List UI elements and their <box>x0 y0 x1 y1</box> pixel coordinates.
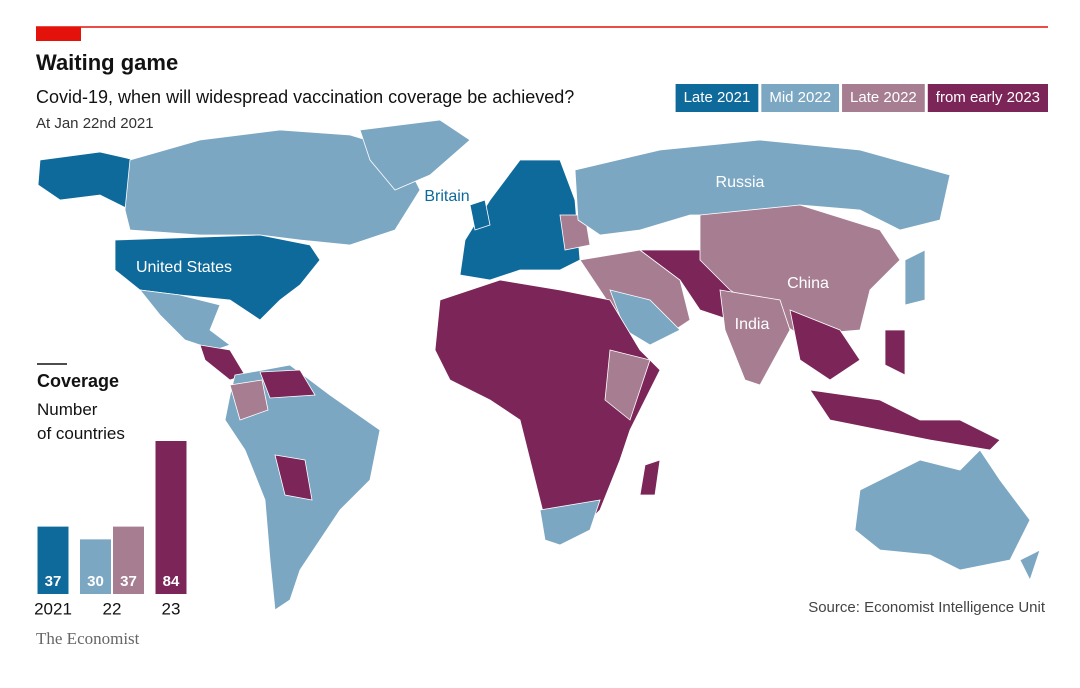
region <box>1019 549 1041 582</box>
region <box>604 349 651 421</box>
legend: from early 2023 Late 2022 Mid 2022 Late 202… <box>675 84 1048 112</box>
subtitle: Covid-19, when will widespread vaccinati… <box>36 87 574 107</box>
title: Waiting game <box>36 50 178 75</box>
legend-swatch <box>927 84 1048 112</box>
value-label: 37 <box>120 573 137 590</box>
inset-subtitle-line: of countries <box>37 424 125 443</box>
legend-swatch <box>842 84 925 112</box>
region <box>559 214 591 251</box>
region <box>139 289 231 351</box>
legend-swatch <box>675 84 759 112</box>
region <box>574 139 951 236</box>
world-map: Britain Russia United States China India <box>37 119 1041 611</box>
inset-chart: 37 2021 30 37 22 84 23 <box>34 441 187 618</box>
region <box>114 234 321 321</box>
header-flag <box>36 27 81 41</box>
region <box>809 389 1001 451</box>
value-label: 30 <box>87 573 104 590</box>
bar <box>113 526 144 594</box>
source: Source: Economist Intelligence Unit <box>808 599 1046 616</box>
region <box>719 289 791 386</box>
date: At Jan 22nd 2021 <box>36 115 154 132</box>
region <box>37 151 136 211</box>
region <box>854 449 1031 571</box>
legend-label: Late 2021 <box>684 89 751 106</box>
region <box>434 279 661 541</box>
legend-label: from early 2023 <box>936 89 1040 106</box>
bar <box>155 441 187 594</box>
region <box>789 309 861 381</box>
region <box>259 369 316 399</box>
legend-swatch <box>761 84 840 112</box>
x-tick-label: 23 <box>162 599 181 618</box>
x-tick-label: 22 <box>103 599 122 618</box>
region <box>469 199 491 231</box>
region <box>229 379 269 421</box>
brand: The Economist <box>36 629 140 648</box>
region <box>539 499 601 546</box>
inset-subtitle: Number of countries <box>37 400 125 443</box>
map-label: Britain <box>424 188 469 205</box>
map-label: United States <box>136 259 232 276</box>
value-label: 84 <box>163 573 180 590</box>
bar <box>80 539 111 594</box>
region <box>884 329 906 376</box>
inset-title: Coverage <box>37 371 119 391</box>
value-label: 37 <box>45 573 62 590</box>
region <box>274 454 313 501</box>
x-tick-label: 2021 <box>34 599 72 618</box>
region <box>904 249 926 306</box>
inset-subtitle-line: Number <box>37 400 98 419</box>
map-label: India <box>735 316 770 333</box>
legend-label: Mid 2022 <box>769 89 831 106</box>
region <box>639 459 661 496</box>
legend-label: Late 2022 <box>850 89 917 106</box>
map-label: China <box>787 275 829 292</box>
region <box>359 119 471 191</box>
bar <box>37 526 69 594</box>
map-label: Russia <box>716 174 765 191</box>
region <box>124 129 421 246</box>
